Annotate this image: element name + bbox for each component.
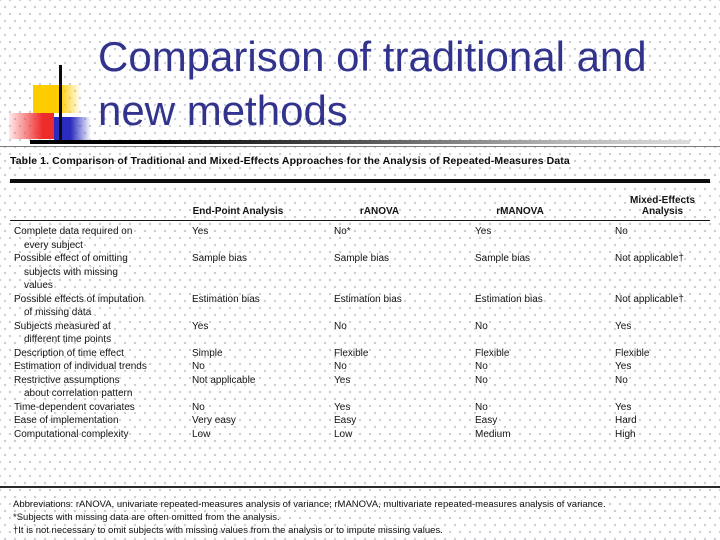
row-label: Restrictive assumptions about correlatio… (14, 374, 133, 400)
cell-value: High (615, 428, 636, 440)
decor-red-square-icon (9, 113, 54, 139)
row-label: Subjects measured at different time poin… (14, 320, 112, 346)
table-row: Possible effects of imputation of missin… (10, 293, 710, 320)
cell-value: No (615, 374, 628, 386)
header-end-point-analysis: End-Point Analysis (192, 185, 334, 221)
row-label: Description of time effect (14, 347, 124, 359)
scan-top-border (0, 146, 720, 147)
slide-title: Comparison of traditional and new method… (98, 30, 647, 138)
cell-value: Yes (475, 226, 492, 237)
cell-value: No (475, 374, 488, 386)
cell-value: Sample bias (475, 253, 531, 264)
cell-value: Hard (615, 415, 637, 426)
row-label: Possible effects of imputation of missin… (14, 293, 144, 319)
row-label: Complete data required on every subject (14, 226, 133, 251)
comparison-table: End-Point Analysis rANOVA rMANOVA Mixed-… (10, 185, 710, 441)
cell-value: Yes (615, 320, 632, 332)
cell-value: Low (192, 428, 211, 440)
cell-value: Yes (334, 401, 351, 413)
row-label: Estimation of individual trends (14, 361, 147, 372)
cell-value: Very easy (192, 415, 236, 426)
cell-value: Flexible (475, 347, 510, 359)
slide-title-line1: Comparison of traditional and (98, 33, 647, 80)
header-mixed-effects: Mixed-Effects Analysis (615, 185, 710, 221)
table-header-row: End-Point Analysis rANOVA rMANOVA Mixed-… (10, 185, 710, 221)
table-bottom-rule (0, 486, 720, 488)
table-row: Restrictive assumptions about correlatio… (10, 374, 710, 401)
cell-value: Sample bias (334, 253, 390, 264)
cell-value: Easy (334, 415, 357, 426)
header-empty (10, 185, 192, 221)
table-row: Description of time effect Simple Flexible… (10, 347, 710, 361)
header-rmanova: rMANOVA (475, 185, 615, 221)
table-row: Time-dependent covariates No Yes No Yes (10, 401, 710, 415)
header-ranova: rANOVA (334, 185, 475, 221)
decor-yellow-square-icon (33, 85, 81, 113)
cell-value: No (475, 361, 488, 372)
cell-value: Sample bias (192, 253, 248, 264)
table-row: Complete data required on every subject Y… (10, 221, 710, 253)
cell-value: Flexible (334, 347, 369, 359)
table-row: Computational complexity Low Low Medium High (10, 428, 710, 442)
cell-value: Easy (475, 415, 498, 426)
table-body: Complete data required on every subject Y… (10, 221, 710, 442)
footnote-abbreviations: Abbreviations: rANOVA, univariate repeat… (13, 499, 606, 510)
table-row: Subjects measured at different time poin… (10, 320, 710, 347)
row-label: Possible effect of omitting subjects wit… (14, 253, 128, 291)
row-label: Ease of implementation (14, 415, 119, 426)
cell-value: Not applicable (192, 374, 256, 386)
cell-value: Yes (334, 374, 351, 386)
cell-value: Medium (475, 428, 511, 440)
title-underline (30, 140, 690, 144)
table-row: Ease of implementation Very easy Easy Easy H… (10, 414, 710, 428)
cell-value: Flexible (615, 347, 650, 359)
cell-value: No* (334, 226, 351, 237)
cell-value: Simple (192, 347, 223, 359)
table-caption: Table 1. Comparison of Traditional and M… (10, 155, 570, 167)
table-top-rule (10, 179, 710, 183)
cell-value: Yes (615, 361, 632, 372)
table-row: Estimation of individual trends No No No Yes (10, 360, 710, 374)
slide-title-line2: new methods (98, 87, 348, 134)
footnote-asterisk: *Subjects with missing data are often om… (13, 512, 280, 523)
cell-value: No (475, 320, 488, 332)
row-label: Time-dependent covariates (14, 401, 135, 413)
cell-value: Estimation bias (334, 293, 402, 305)
cell-value: Yes (615, 401, 632, 413)
cell-value: Estimation bias (475, 293, 543, 305)
decor-vertical-line (59, 65, 62, 143)
cell-value: Not applicable† (615, 293, 684, 305)
cell-value: Low (334, 428, 353, 440)
cell-value: Not applicable† (615, 253, 684, 264)
cell-value: No (192, 361, 205, 372)
decor-blue-square-icon (54, 117, 91, 140)
table-row: Possible effect of omitting subjects wit… (10, 252, 710, 293)
table-footnotes: Abbreviations: rANOVA, univariate repeat… (13, 498, 715, 537)
cell-value: No (334, 320, 347, 332)
cell-value: No (334, 361, 347, 372)
cell-value: No (192, 401, 205, 413)
cell-value: Estimation bias (192, 293, 260, 305)
footnote-dagger: †It is not necessary to omit subjects wi… (13, 525, 443, 536)
cell-value: Yes (192, 320, 209, 332)
row-label: Computational complexity (14, 428, 129, 440)
cell-value: No (615, 226, 628, 237)
cell-value: No (475, 401, 488, 413)
cell-value: Yes (192, 226, 209, 237)
